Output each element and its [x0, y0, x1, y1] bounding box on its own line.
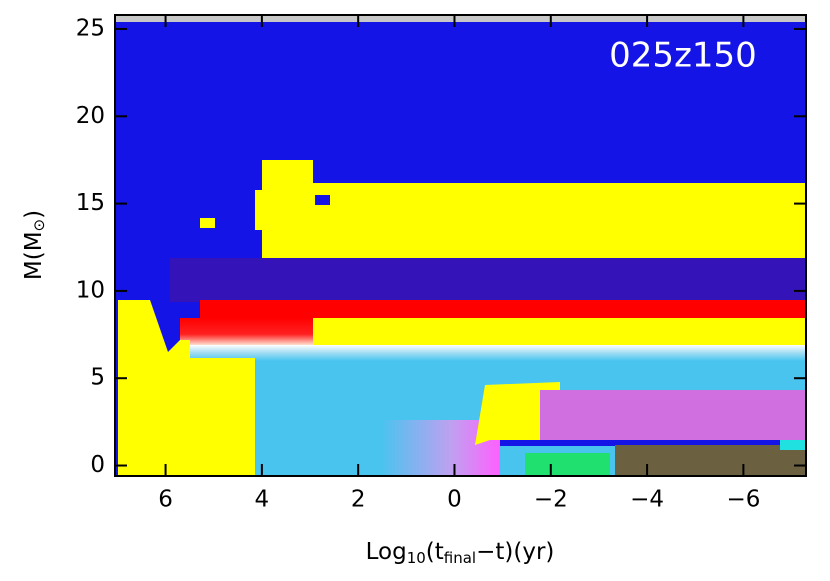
x-tick-label: −2: [534, 487, 568, 513]
x-tick-label: 6: [158, 487, 173, 513]
x-label-part: (t: [426, 539, 444, 565]
y-tick-label: 20: [76, 103, 105, 129]
x-tick-label: −6: [726, 487, 760, 513]
y-label-sub: ⊙: [30, 219, 48, 232]
x-tick-label: 0: [447, 487, 462, 513]
x-axis-label: Log10(tfinal−t)(yr): [366, 539, 555, 567]
x-label-sub: final: [444, 549, 476, 567]
x-tick-label: 2: [351, 487, 366, 513]
x-label-sub: 10: [407, 549, 426, 567]
plot-frame: [114, 14, 807, 477]
x-tick-label: 4: [255, 487, 270, 513]
y-tick-label: 10: [76, 277, 105, 303]
annotation: 025z150: [609, 36, 757, 76]
y-label-part: ): [21, 210, 47, 219]
x-label-part: Log: [366, 539, 407, 565]
y-label-part: M(M: [21, 231, 47, 280]
y-tick-label: 15: [76, 190, 105, 216]
regions: [115, 15, 806, 476]
y-axis-label: M(M⊙): [21, 210, 48, 280]
x-label-part: −t)(yr): [476, 539, 554, 565]
y-tick-label: 5: [90, 365, 105, 391]
y-tick-label: 25: [76, 15, 105, 41]
x-tick-label: −4: [630, 487, 664, 513]
y-tick-label: 0: [90, 452, 105, 478]
